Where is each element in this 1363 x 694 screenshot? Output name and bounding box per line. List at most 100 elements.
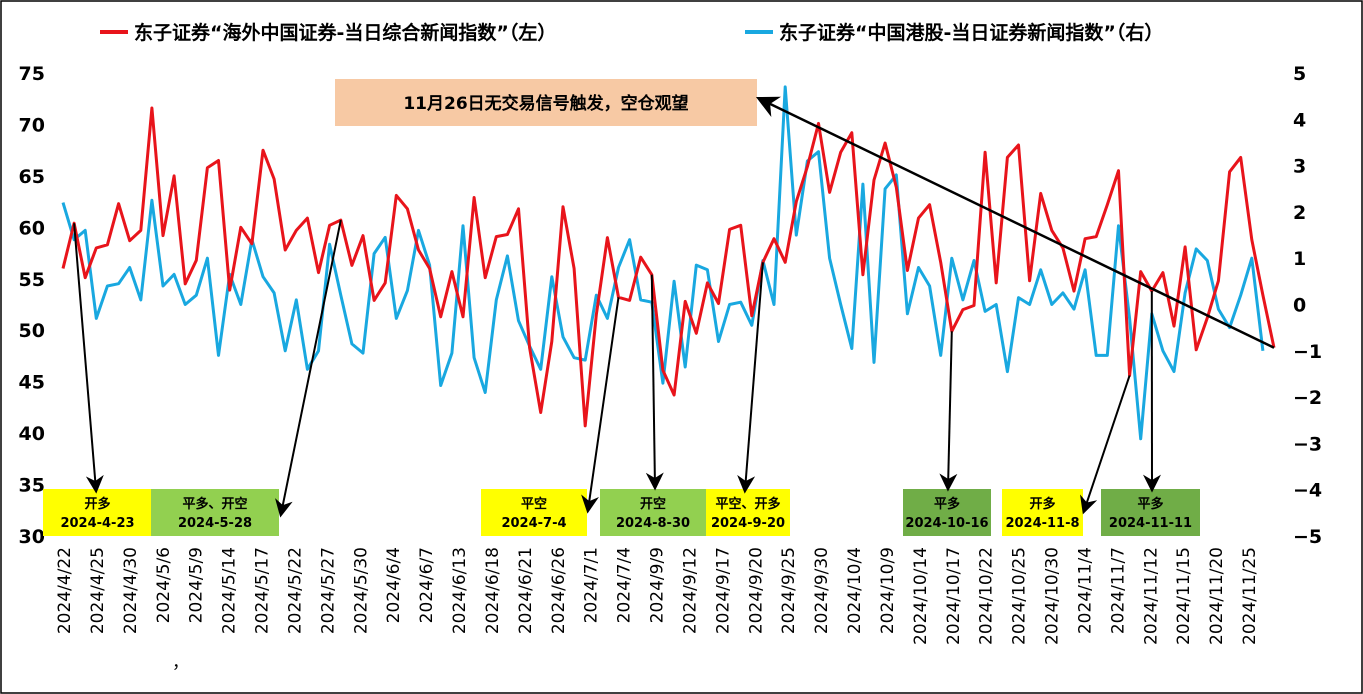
x-axis-tick: 2024/9/25: [779, 547, 799, 634]
signal-box: 平多 2024-10-16: [903, 489, 991, 536]
x-axis-tick: 2024/11/4: [1075, 547, 1095, 634]
x-axis-tick: 2024/6/21: [516, 547, 536, 634]
signal-action: 开多: [84, 496, 110, 512]
x-axis-tick: 2024/9/30: [812, 547, 832, 634]
signal-box: 平空 2024-7-4: [481, 489, 587, 536]
x-axis-tick: 2024/4/25: [88, 547, 108, 634]
line-right-series: [61, 85, 1265, 441]
signal-date: 2024-10-16: [905, 516, 988, 531]
x-axis-tick: 2024/6/4: [384, 547, 404, 623]
left-axis-tick: 35: [19, 475, 45, 497]
left-axis-tick: 60: [19, 217, 45, 239]
right-axis-tick: 2: [1293, 202, 1306, 224]
x-axis-tick: 2024/7/1: [582, 547, 602, 623]
x-axis-tick: 2024/6/13: [450, 547, 470, 634]
right-axis-tick: 5: [1293, 63, 1306, 85]
x-axis-tick: 2024/4/30: [121, 547, 141, 634]
legend-label-right-series: 东子证券“中国港股-当日证券新闻指数”（右）: [779, 21, 1163, 44]
signal-arrow: [645, 274, 664, 491]
x-axis-tick: 2024/5/27: [318, 547, 338, 634]
signal-date: 2024-8-30: [616, 516, 690, 531]
signal-box-bg: [706, 489, 790, 536]
right-axis-tick: 1: [1293, 248, 1306, 270]
x-axis-tick: 2024/5/22: [285, 547, 305, 634]
signal-action: 平多、开空: [182, 496, 247, 512]
signal-date: 2024-11-8: [1005, 516, 1079, 531]
x-axis-tick: 2024/5/9: [187, 547, 207, 623]
x-axis-tick: 2024/5/6: [154, 547, 174, 623]
signal-box-bg: [43, 489, 152, 536]
signal-action: 开多: [1029, 496, 1055, 512]
x-axis-tick: 2024/9/20: [746, 547, 766, 634]
x-axis-tick: 2024/6/18: [483, 547, 503, 634]
x-axis-tick: 2024/9/12: [680, 547, 700, 634]
x-axis-tick: 2024/11/7: [1108, 547, 1128, 634]
x-axis-tick: 2024/10/14: [911, 547, 931, 645]
stray-mark: ，: [172, 653, 189, 673]
right-axis-tick: −2: [1293, 387, 1322, 409]
x-axis-tick: 2024/5/30: [351, 547, 371, 634]
signal-action: 平空、开多: [715, 496, 780, 512]
signal-box-bg: [903, 489, 991, 536]
signal-arrow: [939, 331, 958, 492]
signal-box-bg: [151, 489, 279, 536]
x-axis-tick: 2024/11/25: [1240, 547, 1260, 645]
signal-action: 平多: [1137, 496, 1163, 512]
signal-date: 2024-11-11: [1109, 516, 1192, 531]
signal-box: 开空 2024-8-30: [600, 489, 706, 536]
callout-text: 11月26日无交易信号触发，空仓观望: [403, 93, 688, 114]
x-axis-tick: 2024/11/20: [1207, 547, 1227, 645]
left-axis-ticks: 30 35 40 45 50 55 60 65 70 75: [19, 63, 45, 548]
x-axis-tick: 2024/6/7: [417, 547, 437, 623]
signal-arrow: [1080, 375, 1131, 515]
signal-arrow: [581, 297, 620, 514]
left-axis-tick: 70: [19, 114, 45, 136]
right-axis-tick: −1: [1293, 341, 1322, 363]
x-axis-tick: 2024/11/12: [1141, 547, 1161, 645]
right-axis-tick: 0: [1293, 295, 1306, 317]
x-axis-tick: 2024/5/17: [253, 547, 273, 634]
x-axis-tick: 2024/5/14: [220, 547, 240, 634]
signal-date: 2024-4-23: [60, 516, 134, 531]
signal-arrow: [737, 262, 764, 494]
signal-box: 开多 2024-4-23: [43, 489, 152, 536]
callout: 11月26日无交易信号触发，空仓观望: [335, 79, 757, 126]
right-axis-tick: 4: [1293, 109, 1306, 131]
signal-action: 平多: [934, 496, 960, 512]
signal-arrow: [275, 219, 342, 518]
signal-box: 平多 2024-11-11: [1101, 489, 1200, 536]
x-axis-tick: 2024/4/22: [55, 547, 75, 634]
legend-label-left-series: 东子证券“海外中国证券-当日综合新闻指数”（左）: [134, 21, 556, 44]
signal-arrow: [73, 223, 104, 494]
left-axis-tick: 55: [19, 269, 45, 291]
callout-arrow: [755, 96, 1275, 349]
signal-box-bg: [600, 489, 706, 536]
left-axis-tick: 30: [19, 526, 45, 548]
right-axis-ticks: −5 −4 −3 −2 −1 0 1 2 3 4 5: [1293, 63, 1322, 548]
left-axis-tick: 45: [19, 372, 45, 394]
x-axis-tick: 2024/9/17: [713, 547, 733, 634]
signal-box-bg: [1101, 489, 1200, 536]
x-axis-tick: 2024/10/22: [977, 547, 997, 645]
series-lines: [61, 85, 1276, 441]
signal-arrows: [73, 96, 1275, 518]
signal-action: 开空: [640, 496, 666, 512]
legend: 东子证券“海外中国证券-当日综合新闻指数”（左） 东子证券“中国港股-当日证券新…: [100, 21, 1163, 44]
right-axis-tick: −3: [1293, 433, 1322, 455]
left-axis-tick: 40: [19, 423, 45, 445]
line-left-series: [61, 106, 1276, 428]
signal-date: 2024-5-28: [178, 516, 252, 531]
signal-boxes: 开多 2024-4-23 平多、开空 2024-5-28 平空 2024-7-4 开空 202…: [43, 489, 1200, 536]
signal-date: 2024-7-4: [501, 516, 566, 531]
left-axis-tick: 50: [19, 320, 45, 342]
signal-box: 平多、开空 2024-5-28: [151, 489, 279, 536]
signal-box: 开多 2024-11-8: [1002, 489, 1083, 536]
right-axis-tick: −4: [1293, 480, 1322, 502]
x-axis-ticks: 2024/4/22 2024/4/25 2024/4/30 2024/5/6 2024/…: [55, 547, 1260, 645]
signal-box-bg: [1002, 489, 1083, 536]
left-axis-tick: 65: [19, 166, 45, 188]
x-axis-tick: 2024/11/15: [1174, 547, 1194, 645]
